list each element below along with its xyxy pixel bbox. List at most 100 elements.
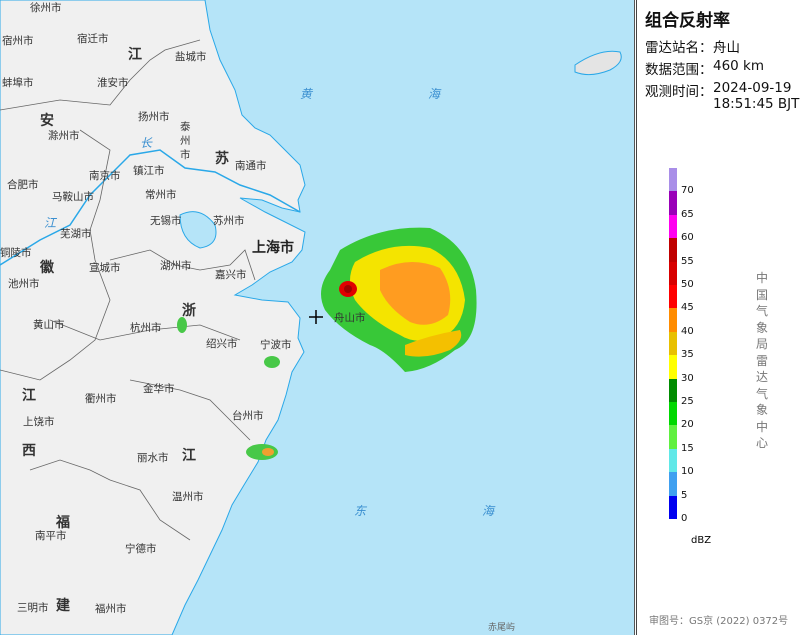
- city-label: 宿州市: [2, 35, 34, 47]
- city-label: 盐城市: [175, 51, 207, 63]
- province-label: 徽: [40, 260, 54, 276]
- province-label: 江: [22, 388, 36, 404]
- legend-unit: dBZ: [691, 535, 712, 546]
- city-label: 泰州市: [180, 121, 191, 161]
- city-label: 合肥市: [7, 179, 39, 191]
- city-label: 上饶市: [23, 416, 55, 428]
- legend-tick-label: 25: [681, 396, 694, 407]
- city-label: 淮安市: [97, 77, 129, 89]
- city-label: 池州市: [8, 278, 40, 290]
- city-label: 三明市: [17, 602, 49, 614]
- province-label: 西: [22, 443, 36, 459]
- legend-tick-label: 40: [681, 325, 694, 337]
- legend-tick-label: 65: [681, 208, 694, 220]
- echo-taizhou-core: [262, 448, 274, 456]
- legend-swatch: [669, 448, 677, 473]
- sea-label: 海: [428, 87, 441, 101]
- legend-swatch: [669, 402, 677, 426]
- sea-label: 黄: [300, 87, 313, 101]
- range-label: 数据范围：: [645, 62, 713, 78]
- station-label: 雷达站名：: [645, 40, 713, 56]
- crosshair-icon[interactable]: [309, 310, 323, 324]
- province-label: 安: [40, 113, 54, 129]
- legend-tick-label: 35: [681, 349, 694, 361]
- city-label: 南平市: [35, 530, 67, 542]
- province-label: 建: [56, 598, 70, 614]
- city-label: 台州市: [232, 410, 264, 422]
- legend-tick-label: 5: [681, 489, 688, 501]
- legend-tick-label: 30: [681, 372, 694, 384]
- legend-swatch: [669, 378, 677, 403]
- city-label: 铜陵市: [0, 247, 32, 259]
- product-title: 组合反射率: [645, 11, 730, 31]
- echo-orange-band: [405, 330, 462, 357]
- sea-label: 东: [354, 504, 367, 518]
- municipality-label: 上海市: [252, 240, 294, 256]
- echo-hangzhou: [177, 317, 187, 333]
- city-label: 常州市: [145, 189, 177, 201]
- city-label: 嘉兴市: [215, 269, 247, 281]
- legend-swatch: [669, 214, 677, 239]
- city-label: 无锡市: [150, 215, 182, 227]
- legend-swatch: [669, 308, 677, 333]
- city-label: 舟山市: [334, 312, 366, 324]
- legend-tick-label: 10: [681, 466, 694, 478]
- legend-swatch: [669, 355, 677, 380]
- legend-tick-label: 15: [681, 442, 694, 454]
- legend-tick-label: 70: [681, 185, 694, 197]
- info-panel: 组合反射率 雷达站名： 舟山 数据范围： 460 km 观测时间： 2024-0…: [636, 0, 800, 635]
- radar-map[interactable]: 江 苏 安 徽 浙 江 江 西 福 建 上海市 黄 海 东 海 长 江 徐州市 …: [0, 0, 635, 635]
- legend-swatch: [669, 425, 677, 450]
- approval-number: 审图号：GS京 (2022) 0372号: [649, 616, 789, 627]
- echo-ningbo: [264, 356, 280, 368]
- river-label: 江: [44, 216, 57, 230]
- city-label: 福州市: [95, 603, 127, 615]
- legend-tick-label: 45: [681, 302, 694, 314]
- sea-label: 海: [482, 504, 495, 518]
- jeju-island: [574, 50, 622, 76]
- time-label: 观测时间：: [645, 84, 713, 100]
- legend-tick-label: 20: [681, 419, 694, 431]
- city-label: 南通市: [235, 160, 267, 172]
- taihu-lake: [179, 211, 217, 249]
- legend-swatch: [669, 238, 677, 263]
- city-label: 苏州市: [213, 215, 245, 227]
- city-label: 宁波市: [260, 339, 292, 351]
- province-label: 浙: [182, 303, 196, 319]
- map-base: [0, 0, 622, 635]
- city-label: 蚌埠市: [2, 77, 34, 89]
- range-row: 数据范围： 460 km: [645, 58, 764, 78]
- city-label: 镇江市: [133, 165, 165, 177]
- city-label: 温州市: [172, 491, 204, 503]
- station-row: 雷达站名： 舟山: [645, 36, 740, 56]
- station-value: 舟山: [713, 40, 740, 56]
- legend-tick-label: 0: [681, 513, 688, 524]
- city-label: 宁德市: [125, 543, 157, 555]
- credit-text: 中国气象局雷达气象中心: [755, 271, 768, 450]
- city-label: 芜湖市: [60, 228, 92, 240]
- city-label: 衢州市: [85, 393, 117, 405]
- legend-swatch: [669, 191, 677, 216]
- city-label: 湖州市: [160, 260, 192, 272]
- time-clock: 18:51:45 BJT: [713, 96, 800, 112]
- city-label: 绍兴市: [206, 338, 238, 350]
- legend-tick-label: 60: [681, 232, 694, 244]
- city-label: 杭州市: [130, 322, 162, 334]
- province-label: 苏: [215, 151, 229, 167]
- radar-echo: [177, 227, 477, 460]
- legend-tick-label: 55: [681, 255, 694, 267]
- legend-swatch: [669, 495, 677, 520]
- legend-swatch: [669, 285, 677, 309]
- island-label: 赤尾屿: [488, 623, 516, 633]
- echo-orange: [380, 261, 451, 325]
- legend-tick-label: 50: [681, 279, 694, 290]
- legend-swatch: [669, 331, 677, 356]
- city-label: 扬州市: [138, 111, 170, 123]
- city-label: 宿迁市: [77, 33, 109, 45]
- land: [0, 0, 306, 635]
- city-label: 徐州市: [30, 2, 62, 14]
- time-date: 2024-09-19: [713, 80, 792, 96]
- province-borders: [0, 39, 256, 541]
- city-label: 马鞍山市: [52, 191, 94, 203]
- legend-swatch: [669, 472, 677, 497]
